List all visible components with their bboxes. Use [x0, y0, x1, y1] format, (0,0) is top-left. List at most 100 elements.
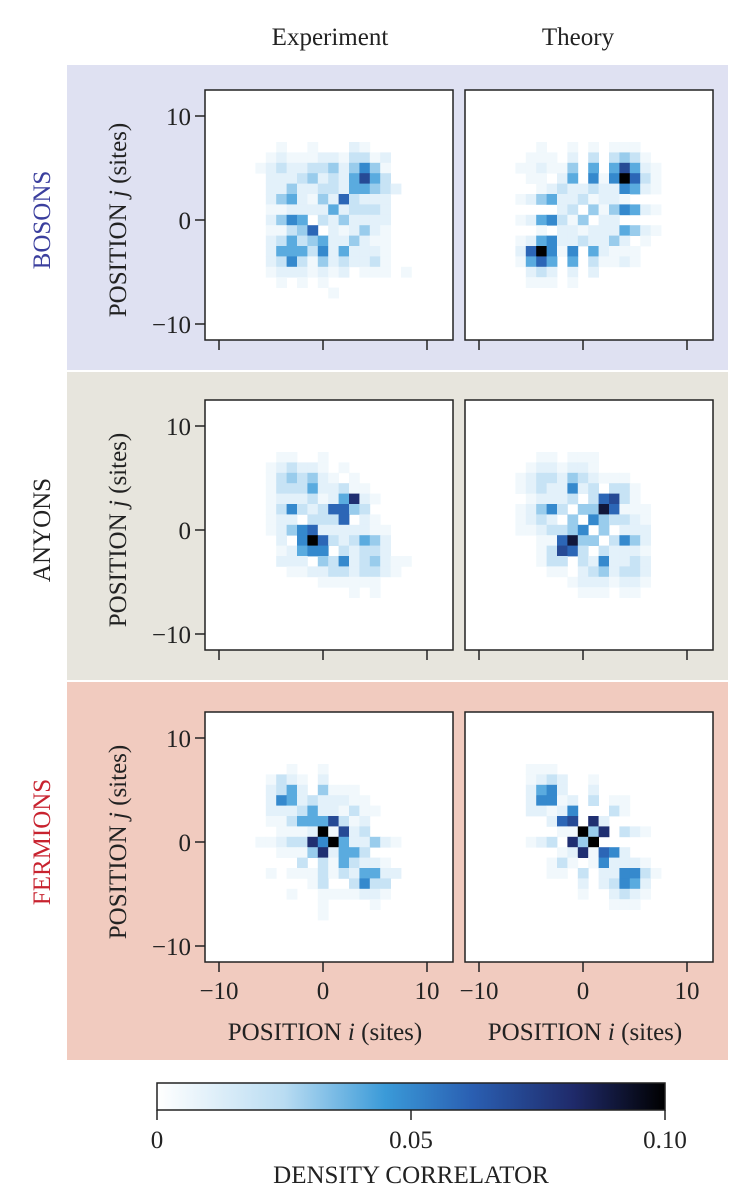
heatmap-cell [276, 504, 287, 515]
heatmap-cell [276, 173, 287, 184]
heatmap-cell [297, 256, 308, 268]
heatmap-cell [557, 816, 568, 827]
heatmap-cell [359, 556, 371, 567]
heatmap-cell [588, 826, 599, 838]
heatmap-cell [286, 472, 298, 484]
heatmap-cell [577, 483, 589, 494]
heatmap-cell [265, 183, 277, 195]
heatmap-cell [286, 504, 298, 515]
heatmap-cell [577, 214, 589, 226]
heatmap-cell [349, 246, 360, 257]
heatmap-cell [598, 857, 610, 869]
heatmap-cell [640, 556, 651, 567]
heatmap-cell [359, 868, 371, 879]
heatmap-cell [609, 204, 620, 216]
heatmap-cell [567, 225, 579, 236]
heatmap-cell [619, 152, 631, 164]
heatmap-cell [588, 847, 599, 858]
heatmap-cell [557, 472, 568, 484]
heatmap-cell [588, 472, 599, 484]
heatmap-cell [546, 214, 558, 226]
heatmap-cell [609, 878, 620, 890]
heatmap-cell [276, 472, 287, 484]
heatmap-cell [546, 452, 558, 463]
heatmap-cell [276, 556, 287, 567]
heatmap-cell [546, 162, 558, 174]
heatmap-cell [380, 868, 391, 879]
heatmap-cell [317, 899, 329, 910]
heatmap-cell [265, 504, 277, 515]
heatmap-cell [525, 784, 537, 796]
y-axis-label: POSITION j (sites) [105, 745, 132, 939]
heatmap-cell [588, 266, 599, 278]
heatmap-cell [317, 795, 329, 806]
heatmap-cell [328, 556, 339, 567]
heatmap-cell [276, 235, 287, 247]
heatmap-cell [650, 204, 662, 216]
heatmap-cell [297, 173, 308, 184]
heatmap-cell [567, 836, 579, 848]
heatmap-cell [380, 566, 391, 578]
heatmap-cell [525, 173, 537, 184]
heatmap-cell [307, 545, 319, 557]
heatmap-cell [640, 225, 651, 236]
heatmap-cell [369, 524, 381, 536]
heatmap-cell [328, 826, 339, 838]
heatmap-cell [328, 483, 339, 494]
heatmap-cell [317, 256, 329, 268]
heatmap-cell [338, 493, 350, 505]
heatmap-bosons-experiment [204, 89, 454, 350]
heatmap-frame [204, 399, 454, 651]
heatmap-cell [328, 836, 339, 848]
heatmap-cell [297, 545, 308, 557]
heatmap-cell [317, 214, 329, 226]
heatmap-cell [286, 493, 298, 505]
heatmap-cell [557, 868, 568, 879]
heatmap-cell [525, 836, 537, 848]
heatmap-cell [525, 277, 537, 288]
heatmap-cell [359, 836, 371, 848]
heatmap-cell [557, 225, 568, 236]
heatmap-cell [276, 152, 287, 164]
heatmap-cell [567, 857, 579, 869]
heatmap-cell [349, 805, 360, 817]
heatmap-cell [307, 472, 319, 484]
heatmap-cell [369, 868, 381, 879]
heatmap-cell [609, 576, 620, 588]
heatmap-cell [276, 826, 287, 838]
heatmap-cell [515, 194, 527, 205]
heatmap-cell [609, 162, 620, 174]
heatmap-cell [338, 194, 350, 205]
heatmap-cell [619, 514, 631, 526]
heatmap-cell [328, 173, 339, 184]
heatmap-cell [536, 483, 547, 494]
heatmap-cell [536, 805, 547, 817]
heatmap-cell [619, 472, 631, 484]
heatmap-cell [317, 857, 329, 869]
heatmap-cell [328, 256, 339, 268]
heatmap-cell [317, 556, 329, 567]
heatmap-cell [317, 816, 329, 827]
heatmap-cell [640, 162, 651, 174]
heatmap-cell [609, 805, 620, 817]
heatmap-cell [515, 504, 527, 515]
heatmap-cell [515, 483, 527, 494]
heatmap-cell [359, 826, 371, 838]
heatmap-cell [369, 214, 381, 226]
x-axis-label: POSITION i (sites) [228, 1019, 422, 1046]
heatmap-cell [328, 566, 339, 578]
heatmap-cell [359, 545, 371, 557]
heatmap-cell [650, 173, 662, 184]
heatmap-cell [328, 287, 339, 299]
heatmap-cell [546, 868, 558, 879]
heatmap-cell [286, 194, 298, 205]
heatmap-cell [328, 183, 339, 195]
heatmap-cell [297, 556, 308, 567]
heatmap-cell [359, 162, 371, 174]
heatmap-cell [525, 194, 537, 205]
heatmap-cell [359, 805, 371, 817]
heatmap-cell [588, 235, 599, 247]
heatmap-cell [359, 246, 371, 257]
heatmap-cell [557, 183, 568, 195]
heatmap-cell [577, 194, 589, 205]
